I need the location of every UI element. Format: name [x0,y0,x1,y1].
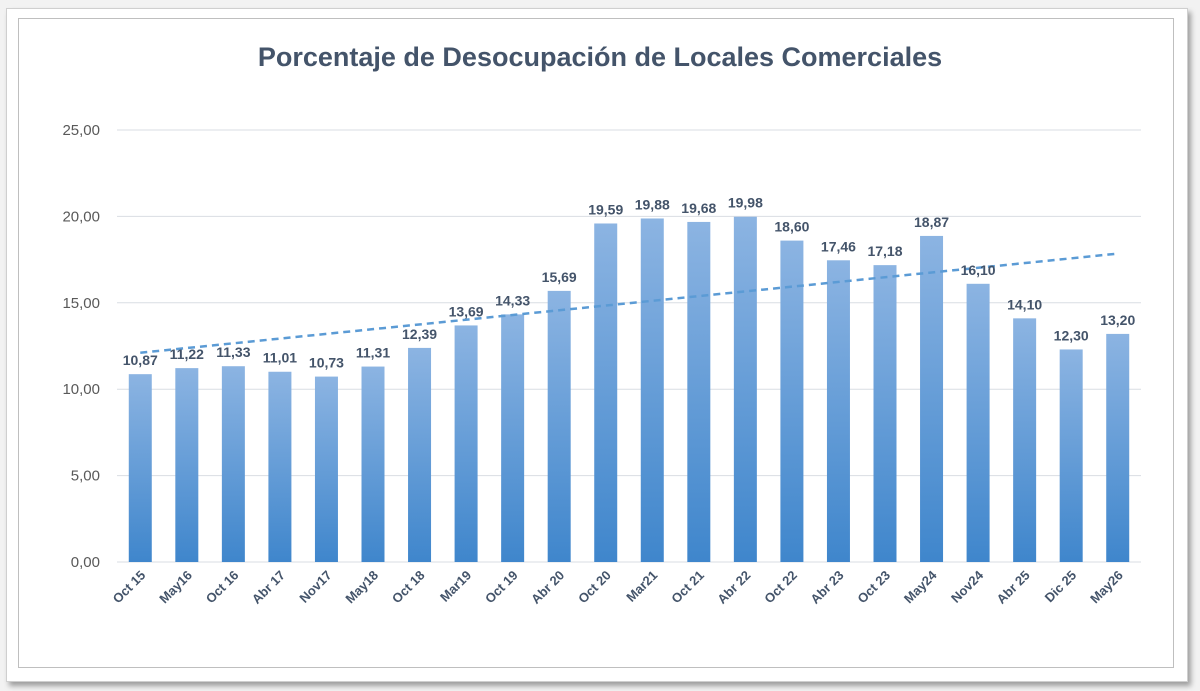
bar [128,374,152,562]
bar [361,366,385,562]
x-tick-label: Oct 16 [203,568,242,607]
data-label: 19,59 [588,201,623,217]
bar [873,265,897,562]
bar [501,314,525,562]
data-label: 11,31 [356,345,390,361]
data-label: 11,01 [263,350,297,366]
data-label: 18,60 [774,219,809,235]
x-tick-label: Abr 22 [714,568,753,607]
x-tick-label: Oct 20 [575,568,614,607]
x-tick-label: Oct 22 [761,568,800,607]
data-label: 17,46 [821,238,856,254]
bar [687,221,711,562]
data-label: 10,87 [123,352,158,368]
bar [314,376,338,562]
x-tick-label: Dic 25 [1042,568,1080,606]
bar [547,290,571,562]
data-label: 10,73 [309,355,344,371]
data-label: 12,30 [1054,327,1089,343]
bar [408,347,432,562]
data-label: 19,98 [728,195,763,211]
y-tick-label: 25,00 [62,122,100,139]
data-label: 14,10 [1007,296,1042,312]
data-label: 18,87 [914,214,949,230]
bar [1106,333,1130,562]
data-label: 14,33 [495,292,530,308]
x-tick-label: Oct 18 [389,568,428,607]
bar [268,371,292,562]
chart-title: Porcentaje de Desocupación de Locales Co… [257,42,943,72]
y-tick-label: 20,00 [62,208,100,225]
x-tick-label: Mar19 [437,568,474,605]
data-label: 19,88 [635,196,670,212]
bar [594,223,618,562]
data-label: 15,69 [542,269,577,285]
bar [920,235,944,563]
y-tick-label: 15,00 [62,295,100,312]
x-tick-label: Abr 17 [249,568,288,607]
data-label: 16,10 [961,262,996,278]
data-label: 12,39 [402,326,437,342]
data-label: 17,18 [867,243,902,259]
data-label: 19,68 [681,200,716,216]
x-tick-label: Nov17 [296,568,334,606]
x-tick-label: Oct 21 [668,568,707,607]
x-tick-label: Nov24 [948,567,987,606]
x-tick-label: Oct 23 [854,568,893,607]
x-axis: Oct 15 May16 Oct 16 Abr 17 Nov17 May18 Oct 18 M… [110,567,1126,607]
y-tick-label: 0,00 [71,554,100,571]
x-tick-label: May26 [1087,568,1126,607]
x-tick-label: Oct 15 [110,568,149,607]
bar [733,216,757,562]
bar [640,218,664,562]
data-label: 13,20 [1100,312,1135,328]
data-labels: 10,87 11,22 11,33 11,01 10,73 11,31 12,39 13,69… [123,195,1136,371]
bar [1059,349,1083,562]
bar [454,325,478,562]
bar [966,283,990,562]
x-tick-label: Abr 23 [807,568,846,607]
chart-area-border [18,18,1174,668]
bar [175,368,199,562]
x-tick-label: Abr 25 [994,568,1033,607]
x-tick-label: Abr 20 [528,568,567,607]
bar [826,260,850,562]
data-label: 13,69 [449,303,484,319]
trendline-line [140,252,1118,354]
bar [1013,318,1037,562]
y-tick-label: 5,00 [71,468,100,485]
data-label: 11,22 [170,346,204,362]
bar [780,240,804,563]
x-tick-label: Mar21 [623,568,660,605]
x-tick-label: Oct 19 [482,568,521,607]
y-axis: 0,00 5,00 10,00 15,00 20,00 25,00 [62,122,100,571]
bar [221,366,245,562]
x-tick-label: May24 [901,567,940,606]
y-tick-label: 10,00 [62,381,100,398]
trendline [140,252,1118,354]
x-tick-label: May18 [342,568,381,607]
data-label: 11,33 [216,344,250,360]
bars [128,216,1130,563]
x-tick-label: May16 [156,568,195,607]
